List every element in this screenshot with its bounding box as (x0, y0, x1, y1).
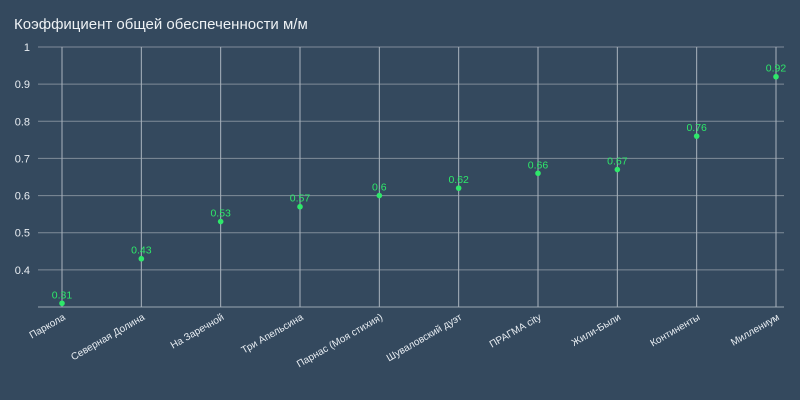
data-point (455, 185, 462, 191)
data-label: 0.62 (448, 174, 469, 186)
data-label: 0.57 (290, 193, 311, 205)
y-tick-label: 1 (24, 42, 30, 54)
x-tick-label: Парнас (Моя стихия) (295, 312, 385, 370)
y-tick-label: 0.8 (15, 116, 30, 128)
y-tick-label: 0.6 (15, 191, 30, 203)
y-tick-label: 0.4 (15, 265, 30, 277)
grid-layer (38, 46, 784, 308)
x-tick-label: Северная Долина (69, 312, 147, 363)
x-tick-label: Шуваловский дуэт (385, 312, 465, 364)
data-point (297, 203, 303, 210)
x-tick-label: Жили-Были (570, 312, 623, 349)
x-tick-label: Паркола (28, 312, 68, 342)
data-point (59, 300, 65, 307)
data-point (217, 218, 224, 225)
data-label: 0.76 (686, 122, 707, 134)
data-point (535, 170, 541, 177)
data-point (614, 166, 621, 173)
data-label: 0.43 (131, 245, 152, 257)
data-label: 0.53 (210, 208, 231, 220)
data-point (376, 192, 383, 199)
x-tick-label: Континенты (649, 312, 703, 349)
data-label: 0.31 (52, 289, 73, 301)
y-tick-labels: 0.4 0.5 0.6 0.7 0.8 0.9 1 (15, 42, 30, 277)
x-tick-label: ПРАГМА city (488, 312, 544, 350)
y-tick-label: 0.9 (15, 79, 30, 91)
data-label: 0.6 (372, 182, 387, 194)
data-point (138, 255, 145, 262)
data-label: 0.92 (766, 63, 787, 75)
data-point (773, 73, 779, 80)
x-tick-labels: Паркола Северная Долина На Заречной Три Апе… (28, 312, 782, 370)
x-tick-label: Три Апельсина (240, 312, 306, 356)
y-tick-label: 0.5 (15, 228, 30, 240)
data-label: 0.66 (528, 159, 549, 171)
data-label: 0.67 (607, 156, 628, 168)
y-tick-label: 0.7 (15, 153, 30, 165)
chart-title: Коэффициент общей обеспеченности м/м (14, 16, 308, 33)
data-labels: 0.31 0.43 0.53 0.57 0.6 0.62 0.66 0.67 0.76 0.92 (52, 63, 787, 302)
x-tick-label: Миллениум (729, 312, 781, 349)
x-tick-label: На Заречной (169, 312, 226, 351)
data-points (59, 73, 779, 307)
data-point (693, 133, 700, 139)
